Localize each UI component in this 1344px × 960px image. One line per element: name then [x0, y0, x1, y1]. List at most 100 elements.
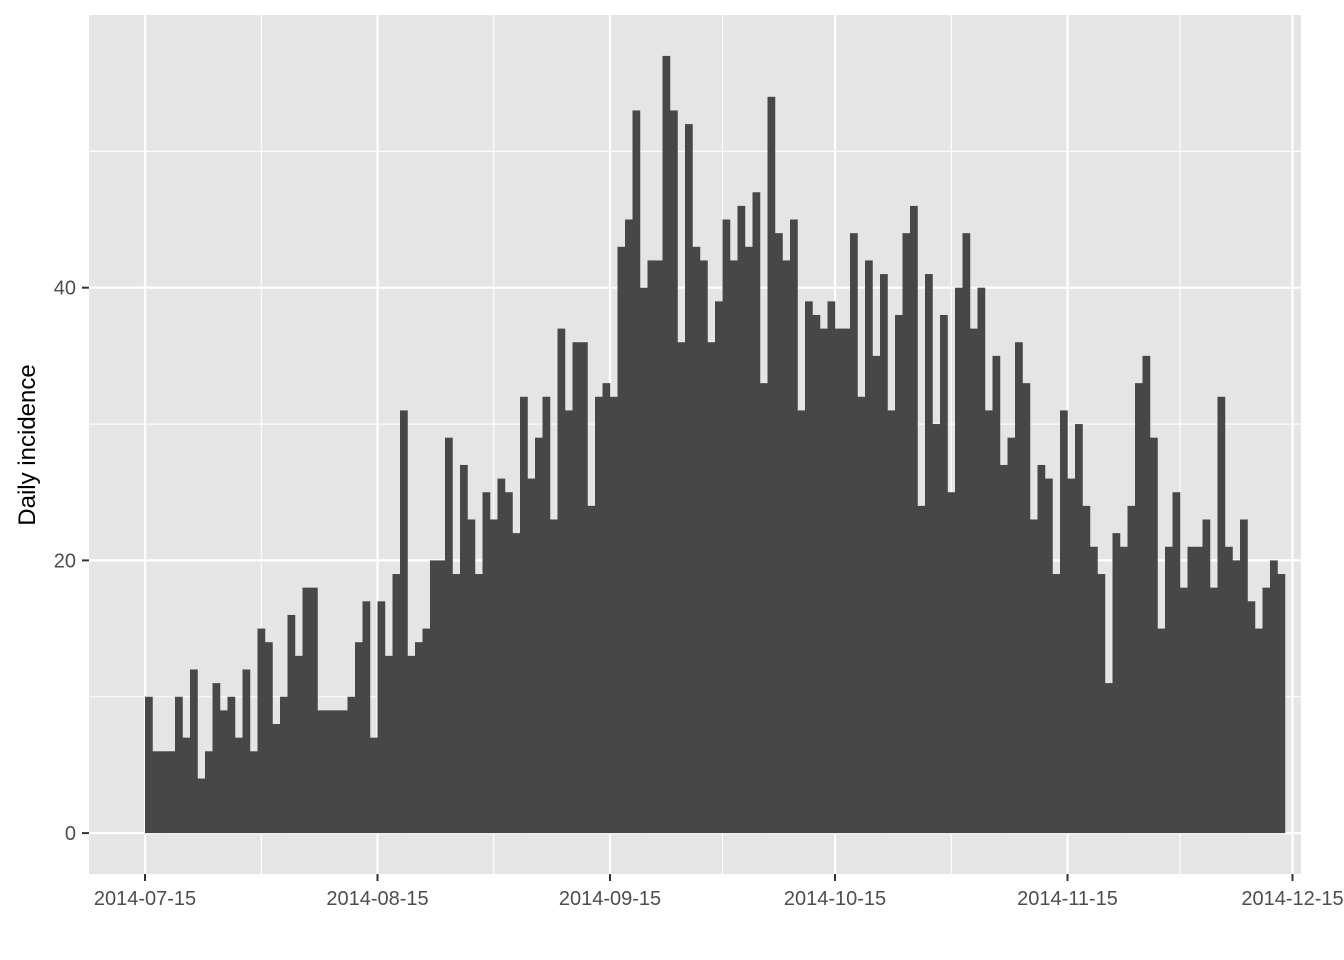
bar: [1195, 546, 1203, 834]
bar: [880, 274, 888, 834]
bar: [947, 492, 956, 834]
bar: [595, 396, 603, 834]
bar: [850, 233, 858, 834]
bar: [775, 233, 783, 834]
bar: [1270, 560, 1278, 834]
bar: [1255, 628, 1263, 834]
bar: [430, 560, 438, 834]
bar: [955, 287, 963, 834]
bar: [520, 396, 528, 834]
bar: [1082, 505, 1091, 834]
bar: [790, 219, 798, 834]
bar: [565, 410, 573, 834]
bar: [272, 724, 281, 834]
bar: [325, 710, 333, 834]
bar: [707, 342, 716, 834]
bar: [542, 396, 551, 834]
y-axis-title: Daily incidence: [14, 364, 41, 525]
bar: [167, 751, 176, 834]
x-tick-label: 2014-11-15: [1017, 888, 1118, 910]
bar: [415, 642, 423, 834]
bar: [632, 110, 641, 834]
bar: [865, 260, 873, 834]
bar-series: [145, 55, 1286, 834]
bar: [287, 614, 296, 834]
bar: [182, 737, 191, 834]
bar: [685, 124, 693, 834]
bar: [265, 642, 273, 834]
bar: [460, 464, 468, 834]
bar: [625, 219, 633, 834]
bar: [505, 492, 513, 834]
bar: [445, 437, 453, 834]
y-tick-label: 40: [54, 278, 76, 300]
bar: [482, 492, 491, 834]
bar: [797, 410, 806, 834]
bar: [700, 260, 708, 834]
bar: [257, 628, 266, 834]
bar: [1277, 574, 1286, 834]
bar: [490, 519, 498, 834]
bar: [1112, 533, 1121, 834]
bar: [1247, 601, 1256, 834]
bar: [1007, 437, 1016, 834]
bar: [640, 287, 648, 834]
bar: [437, 560, 446, 834]
bar: [1135, 383, 1143, 834]
bar: [782, 260, 791, 834]
bar: [475, 574, 483, 834]
bar: [985, 410, 993, 834]
bar: [280, 696, 288, 834]
bar: [835, 328, 843, 834]
bar: [767, 96, 776, 834]
bar: [385, 655, 393, 834]
bar: [302, 587, 311, 834]
bar: [932, 424, 941, 834]
bar: [347, 696, 356, 834]
bar: [340, 710, 348, 834]
bar: [1015, 342, 1023, 834]
bar: [887, 410, 896, 834]
y-axis: 0 20 40: [54, 278, 89, 845]
bar: [1000, 464, 1008, 834]
bar: [1240, 519, 1248, 834]
bar: [497, 478, 506, 834]
bar: [332, 710, 341, 834]
bar: [1060, 410, 1068, 834]
bar: [550, 519, 558, 834]
bar: [842, 328, 851, 834]
bar: [970, 328, 978, 834]
bar: [895, 314, 903, 834]
bar: [992, 355, 1001, 834]
bar: [647, 260, 656, 834]
bar: [827, 301, 836, 834]
bar: [235, 737, 243, 834]
bar: [1172, 492, 1181, 834]
bar: [820, 328, 828, 834]
bar: [370, 737, 378, 834]
bar: [557, 328, 566, 834]
bar: [760, 383, 768, 834]
bar: [512, 533, 521, 834]
y-tick-label: 0: [65, 823, 76, 845]
bar: [745, 246, 753, 834]
bar: [317, 710, 326, 834]
bar: [392, 574, 401, 834]
bar: [295, 655, 303, 834]
bar: [1142, 355, 1151, 834]
bar: [190, 669, 198, 834]
x-tick-label: 2014-12-15: [1241, 888, 1343, 910]
bar: [1037, 464, 1046, 834]
bar: [362, 601, 371, 834]
bar: [925, 274, 933, 834]
bar: [1052, 574, 1061, 834]
bar: [610, 396, 618, 834]
bar: [857, 396, 866, 834]
bar: [1202, 519, 1211, 834]
x-axis: 2014-07-15 2014-08-15 2014-09-15 2014-10-15…: [94, 874, 1344, 910]
bar: [730, 260, 738, 834]
bar: [400, 410, 408, 834]
bar: [940, 314, 948, 834]
bar: [145, 696, 153, 834]
bar: [535, 437, 543, 834]
